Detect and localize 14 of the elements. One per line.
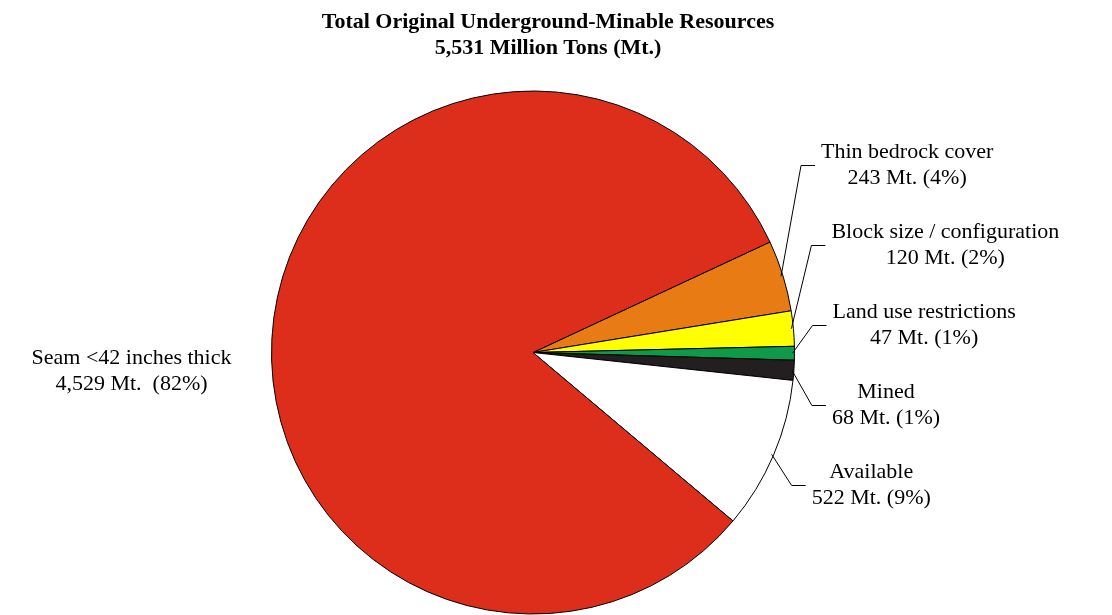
slice-label: Land use restrictions bbox=[832, 298, 1016, 324]
slice-label: Mined bbox=[857, 378, 915, 404]
data-label: 47 Mt. (1%) bbox=[870, 324, 979, 350]
chart-subtitle: 5,531 Million Tons (Mt.) bbox=[434, 33, 662, 59]
data-label: 4,529 Mt. (82%) bbox=[55, 370, 208, 396]
chart-title: Total Original Underground-Minable Resources bbox=[321, 7, 775, 33]
data-label: 522 Mt. (9%) bbox=[811, 484, 931, 510]
slice-label: Thin bedrock cover bbox=[821, 138, 994, 164]
slice-label: Block size / configuration bbox=[831, 218, 1060, 244]
data-label: 68 Mt. (1%) bbox=[831, 404, 941, 430]
data-label: 120 Mt. (2%) bbox=[885, 244, 1005, 270]
slice-label: Seam <42 inches thick bbox=[31, 344, 232, 370]
slice-label: Available bbox=[829, 458, 914, 484]
data-label: 243 Mt. (4%) bbox=[847, 164, 967, 190]
